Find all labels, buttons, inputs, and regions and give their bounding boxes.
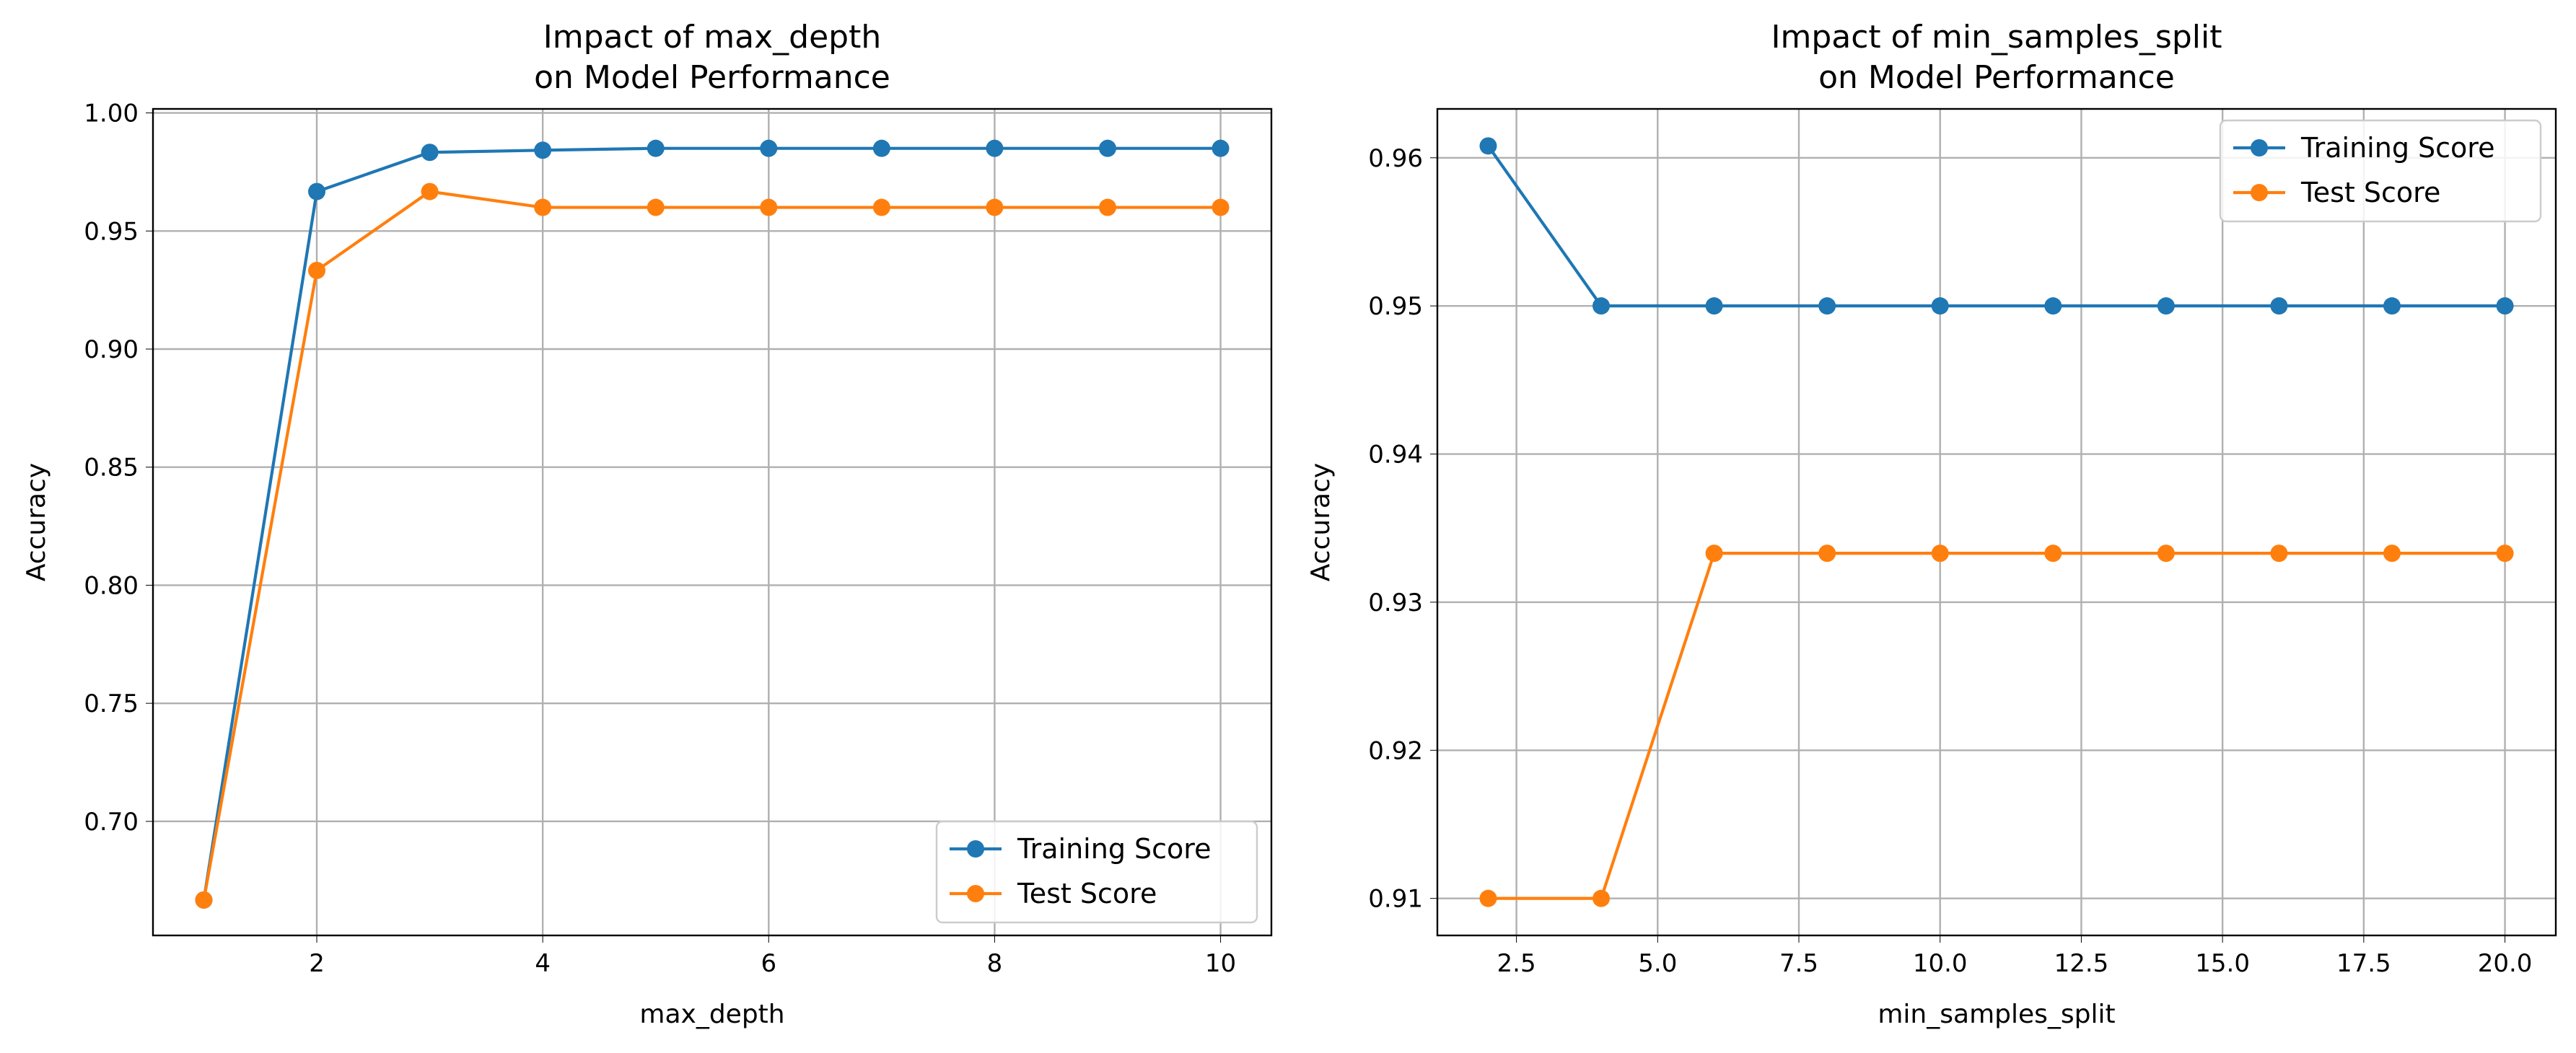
legend-swatch-marker — [2251, 184, 2268, 201]
data-point — [760, 198, 778, 216]
legend-label: Training Score — [1017, 833, 1211, 865]
legend-swatch-marker — [967, 840, 984, 858]
data-point — [2044, 297, 2062, 315]
data-point — [1931, 297, 1949, 315]
data-point — [2270, 297, 2288, 315]
data-point — [534, 141, 552, 159]
y-tick-label: 0.70 — [84, 808, 139, 837]
y-axis-label: Accuracy — [1306, 463, 1336, 581]
x-tick-label: 17.5 — [2336, 949, 2391, 978]
y-tick-label: 0.91 — [1368, 885, 1423, 914]
axes-frame — [1436, 107, 2557, 937]
series-line-1 — [202, 146, 1221, 901]
data-point — [1479, 137, 1497, 155]
x-tick-label: 20.0 — [2478, 949, 2533, 978]
data-point — [1931, 545, 1949, 563]
series-line-1 — [1486, 145, 2505, 308]
y-tick-label: 0.85 — [84, 454, 139, 483]
data-point — [2383, 545, 2401, 563]
data-point — [1705, 545, 1723, 563]
axes-frame — [152, 107, 1273, 937]
data-point — [421, 144, 439, 162]
x-tick-label: 5.0 — [1638, 949, 1677, 978]
data-point — [1212, 198, 1230, 216]
data-point — [986, 198, 1004, 216]
chart-title-line-1: Impact of max_depth — [543, 19, 882, 56]
y-tick-label: 0.94 — [1368, 441, 1423, 470]
data-point — [421, 182, 439, 201]
data-point — [2157, 545, 2175, 563]
y-tick-label: 0.96 — [1368, 144, 1423, 173]
legend-box — [935, 820, 1258, 924]
data-point — [1818, 545, 1836, 563]
legend-swatch-marker — [967, 885, 984, 902]
legend-label: Training Score — [2300, 132, 2494, 164]
y-tick-label: 0.93 — [1368, 589, 1423, 617]
data-point — [2383, 297, 2401, 315]
legend: Training Score Test Score — [935, 820, 1258, 924]
data-point — [2157, 297, 2175, 315]
x-tick-label: 2.5 — [1497, 949, 1536, 978]
data-point — [2044, 545, 2062, 563]
data-point — [986, 139, 1004, 157]
data-point — [195, 891, 213, 909]
data-point — [1098, 198, 1116, 216]
chart-title-line-2: on Model Performance — [1818, 59, 2175, 96]
data-point — [647, 198, 665, 216]
x-axis-label: max_depth — [639, 1000, 784, 1029]
data-point — [308, 261, 326, 279]
x-tick-label: 12.5 — [2054, 949, 2109, 978]
chart-panel-1: 2 4 6 8 10 0.70 0.75 0.80 0.85 0.90 0.95 1.00 max_de… — [22, 19, 1273, 1029]
data-point — [2496, 545, 2514, 563]
x-tick-label: 2 — [309, 949, 325, 978]
data-point — [2270, 545, 2288, 563]
legend-label: Test Score — [1017, 878, 1157, 909]
x-tick-label: 10.0 — [1913, 949, 1968, 978]
data-point — [872, 139, 890, 157]
data-point — [534, 198, 552, 216]
data-point — [1818, 297, 1836, 315]
x-tick-label: 15.0 — [2195, 949, 2250, 978]
data-point — [1593, 297, 1611, 315]
y-tick-label: 1.00 — [84, 100, 139, 128]
x-tick-label: 4 — [535, 949, 551, 978]
data-point — [1212, 139, 1230, 157]
y-tick-label: 0.80 — [84, 571, 139, 600]
chart-panel-2: 2.5 5.0 7.5 10.0 12.5 15.0 17.5 20.0 0.91 0.92 0.9… — [1306, 19, 2557, 1029]
y-tick-label: 0.75 — [84, 689, 139, 718]
x-tick-label: 10 — [1205, 949, 1236, 978]
x-axis-label: min_samples_split — [1878, 1000, 2115, 1029]
y-tick-label: 0.92 — [1368, 736, 1423, 765]
legend-label: Test Score — [2300, 177, 2440, 208]
x-tick-label: 7.5 — [1779, 949, 1818, 978]
legend-box — [2219, 119, 2542, 223]
y-axis-label: Accuracy — [22, 463, 51, 581]
data-point — [2496, 297, 2514, 315]
data-point — [647, 139, 665, 157]
x-tick-label: 6 — [761, 949, 776, 978]
series-line-2 — [1488, 552, 2505, 900]
chart-title-line-2: on Model Performance — [534, 59, 890, 96]
y-tick-label: 0.95 — [1368, 292, 1423, 321]
data-point — [1098, 139, 1116, 157]
y-tick-label: 0.95 — [84, 217, 139, 246]
legend: Training Score Test Score — [2219, 119, 2542, 223]
data-point — [1479, 889, 1497, 907]
data-point — [760, 139, 778, 157]
data-point — [1705, 297, 1723, 315]
data-point — [308, 182, 326, 201]
data-point — [872, 198, 890, 216]
legend-swatch-marker — [2251, 139, 2268, 157]
data-point — [1593, 889, 1611, 907]
chart-title-line-1: Impact of min_samples_split — [1771, 19, 2222, 56]
y-tick-label: 0.90 — [84, 335, 139, 364]
series-line-2 — [202, 190, 1221, 901]
x-tick-label: 8 — [987, 949, 1003, 978]
